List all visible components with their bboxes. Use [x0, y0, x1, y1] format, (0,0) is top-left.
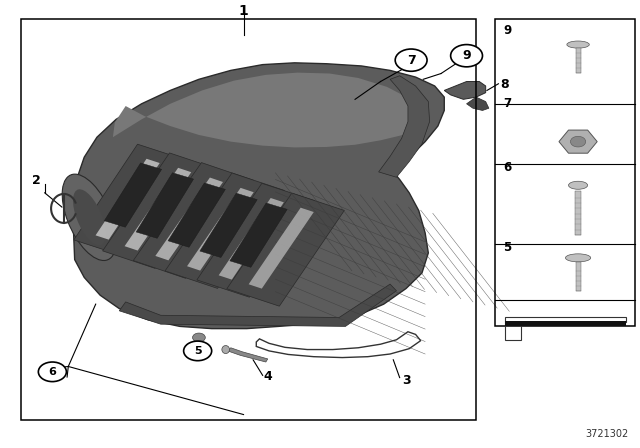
Text: 7: 7 — [503, 97, 511, 110]
Text: 9: 9 — [462, 49, 471, 62]
Polygon shape — [168, 183, 225, 247]
Circle shape — [38, 362, 67, 382]
Text: 3721302: 3721302 — [586, 429, 629, 439]
Polygon shape — [227, 193, 344, 306]
Polygon shape — [165, 173, 284, 289]
Polygon shape — [104, 163, 162, 227]
Polygon shape — [444, 82, 486, 99]
Circle shape — [193, 333, 205, 342]
Bar — [575, 262, 580, 291]
Polygon shape — [200, 193, 257, 258]
Polygon shape — [125, 168, 191, 250]
Polygon shape — [228, 348, 268, 362]
Ellipse shape — [568, 181, 588, 189]
Text: 5: 5 — [194, 346, 202, 356]
Bar — [575, 48, 580, 73]
Polygon shape — [187, 188, 253, 271]
Polygon shape — [559, 130, 597, 153]
Text: 7: 7 — [407, 54, 415, 67]
Polygon shape — [136, 173, 193, 238]
Polygon shape — [95, 159, 160, 240]
Ellipse shape — [566, 254, 591, 262]
Polygon shape — [505, 321, 626, 326]
Polygon shape — [467, 97, 489, 111]
Circle shape — [451, 44, 483, 67]
Polygon shape — [113, 73, 422, 147]
Polygon shape — [219, 198, 284, 280]
Polygon shape — [102, 153, 222, 268]
Text: 5: 5 — [503, 241, 511, 254]
Text: 6: 6 — [49, 367, 56, 377]
Polygon shape — [156, 177, 223, 260]
Ellipse shape — [222, 345, 230, 353]
Text: 8: 8 — [500, 78, 509, 90]
Text: 9: 9 — [503, 24, 511, 37]
Polygon shape — [74, 144, 190, 257]
Text: 4: 4 — [264, 370, 272, 383]
Polygon shape — [73, 63, 444, 329]
Text: 1: 1 — [239, 4, 248, 18]
Text: 3: 3 — [402, 374, 410, 387]
Circle shape — [184, 341, 212, 361]
Circle shape — [395, 49, 427, 71]
Polygon shape — [249, 208, 314, 289]
Polygon shape — [197, 183, 314, 297]
Polygon shape — [119, 284, 396, 327]
Text: 6: 6 — [503, 160, 511, 173]
Circle shape — [570, 136, 586, 147]
Ellipse shape — [73, 189, 106, 246]
Polygon shape — [230, 203, 287, 267]
Bar — [575, 190, 581, 235]
Ellipse shape — [62, 174, 116, 261]
Ellipse shape — [567, 41, 589, 48]
Polygon shape — [133, 163, 253, 278]
Text: 2: 2 — [32, 174, 41, 187]
Bar — [495, 19, 636, 327]
Polygon shape — [379, 76, 429, 177]
Bar — [20, 19, 476, 420]
